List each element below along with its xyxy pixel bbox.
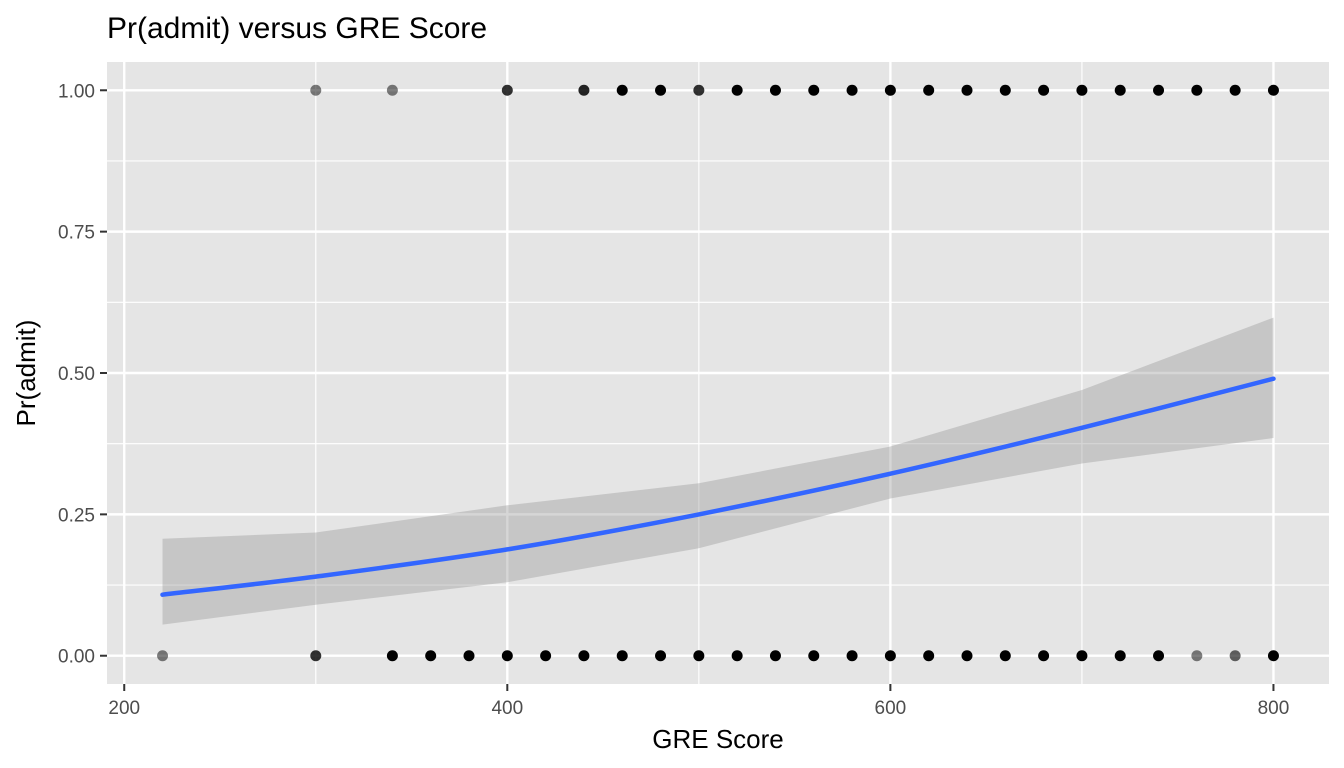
data-point-not-admitted (1153, 650, 1165, 662)
y-tick-label: 0.00 (58, 647, 95, 668)
data-point-admitted (616, 84, 628, 96)
data-point-admitted (578, 84, 590, 96)
data-point-not-admitted (310, 650, 322, 662)
data-point-not-admitted (655, 650, 667, 662)
data-point-not-admitted (1076, 650, 1088, 662)
chart-title: Pr(admit) versus GRE Score (107, 12, 487, 45)
y-tick-label: 0.75 (58, 223, 95, 244)
data-point-not-admitted (1191, 650, 1203, 662)
data-point-admitted (386, 84, 398, 96)
data-point-not-admitted (386, 650, 398, 662)
data-point-not-admitted (1114, 650, 1126, 662)
data-point-admitted (961, 84, 973, 96)
data-point-not-admitted (846, 650, 858, 662)
x-tick-label: 200 (108, 698, 140, 719)
data-point-not-admitted (1038, 650, 1050, 662)
x-axis-title: GRE Score (652, 724, 784, 754)
data-point-not-admitted (1267, 650, 1279, 662)
y-tick-label: 0.25 (58, 505, 95, 526)
data-point-admitted (846, 84, 858, 96)
y-tick-label: 0.50 (58, 364, 95, 385)
data-point-not-admitted (157, 650, 169, 662)
data-point-admitted (1076, 84, 1088, 96)
data-point-not-admitted (463, 650, 475, 662)
data-point-admitted (923, 84, 935, 96)
data-point-admitted (999, 84, 1011, 96)
data-point-not-admitted (731, 650, 743, 662)
data-point-admitted (501, 84, 513, 96)
data-point-not-admitted (808, 650, 820, 662)
data-point-not-admitted (999, 650, 1011, 662)
fit-line (160, 376, 1276, 597)
y-tick-label: 1.00 (58, 81, 95, 102)
data-point-admitted (731, 84, 743, 96)
data-points (157, 84, 1279, 662)
data-point-admitted (310, 84, 322, 96)
data-point-not-admitted (616, 650, 628, 662)
x-tick-label: 800 (1258, 698, 1290, 719)
data-point-not-admitted (1229, 650, 1241, 662)
data-point-admitted (1153, 84, 1165, 96)
data-point-not-admitted (578, 650, 590, 662)
data-point-admitted (1267, 84, 1279, 96)
data-point-not-admitted (923, 650, 935, 662)
data-point-admitted (1229, 84, 1241, 96)
data-point-not-admitted (425, 650, 437, 662)
data-point-not-admitted (884, 650, 896, 662)
data-point-admitted (693, 84, 705, 96)
data-point-admitted (655, 84, 667, 96)
data-point-not-admitted (693, 650, 705, 662)
data-point-admitted (1191, 84, 1203, 96)
data-point-admitted (884, 84, 896, 96)
data-point-admitted (769, 84, 781, 96)
confidence-ribbon (162, 317, 1274, 625)
data-point-not-admitted (540, 650, 552, 662)
x-tick-label: 400 (491, 698, 523, 719)
data-point-not-admitted (961, 650, 973, 662)
data-point-not-admitted (501, 650, 513, 662)
y-axis-title: Pr(admit) (11, 320, 41, 427)
data-point-admitted (1038, 84, 1050, 96)
axes: 200 400 600 800 0.00 0.25 0.50 0.75 1.00 (58, 81, 1289, 719)
data-point-not-admitted (769, 650, 781, 662)
data-point-admitted (1114, 84, 1126, 96)
x-tick-label: 600 (875, 698, 907, 719)
data-point-admitted (808, 84, 820, 96)
